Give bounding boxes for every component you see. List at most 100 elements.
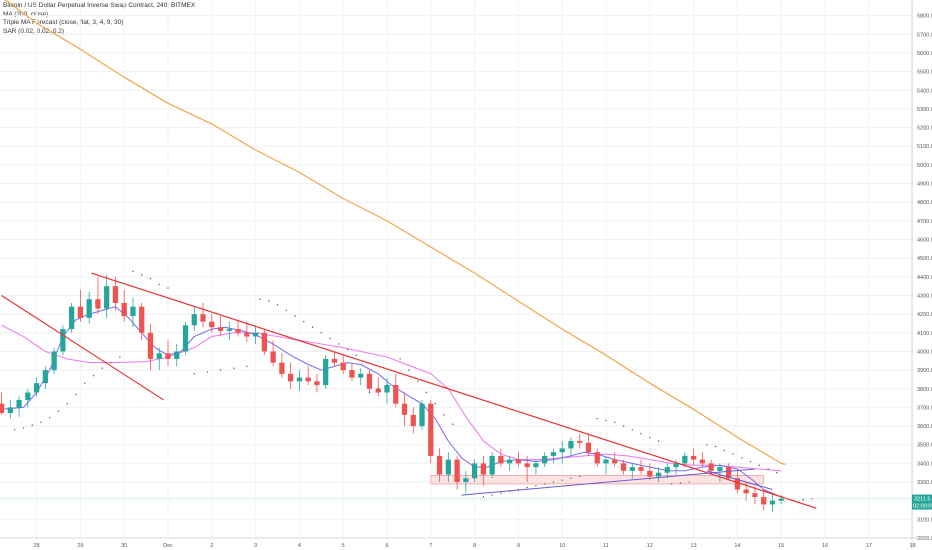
sar-dot	[259, 298, 261, 300]
sar-dot	[377, 388, 379, 390]
candle-body	[244, 332, 250, 337]
sar-dot	[688, 481, 690, 483]
candle-body	[638, 467, 644, 471]
sar-dot	[657, 440, 660, 442]
candle-body	[156, 353, 162, 359]
candle-body	[358, 373, 364, 378]
x-axis: 28 29 30 Dec 2 3 4 5 6 7 8 9 10 11 12 13 14 15 16 17 18	[0, 537, 932, 549]
candle-body	[288, 373, 294, 382]
candle-body	[33, 383, 40, 393]
candle-body	[0, 403, 5, 414]
sar-dot	[802, 499, 804, 501]
candle-body	[454, 459, 460, 483]
x-tick-label: 4	[298, 543, 301, 549]
x-tick-label: 11	[603, 543, 609, 549]
sar-dot	[749, 460, 752, 463]
candle-body	[7, 407, 13, 414]
candle-body	[734, 478, 741, 490]
sar-dot	[434, 402, 436, 405]
support-zone	[430, 475, 765, 485]
candle-body	[524, 463, 530, 468]
sar-dot	[110, 361, 112, 364]
sar-dot	[158, 283, 160, 285]
candle-body	[95, 299, 101, 309]
candle-body	[200, 314, 206, 322]
y-tick-label: 3100.0	[917, 517, 932, 523]
candle-body	[612, 459, 618, 464]
candle-body	[165, 353, 171, 359]
candle-body	[769, 500, 776, 505]
candle-body	[261, 332, 267, 352]
y-tick-label: 3000.0	[917, 536, 932, 542]
sar-dot	[679, 482, 682, 484]
sar-dot	[167, 287, 169, 289]
y-tick-label: 4200.0	[917, 312, 932, 318]
y-tick-label: 5800.0	[917, 14, 932, 20]
sar-dot	[671, 483, 673, 485]
y-tick-label: 3600.0	[917, 424, 932, 430]
candle-body	[708, 463, 714, 471]
sar-dot	[561, 479, 563, 481]
y-tick-label: 3800.0	[917, 387, 932, 393]
sar-dot	[741, 457, 743, 459]
candle-body	[533, 463, 539, 468]
candle-body	[603, 459, 609, 464]
sar-dot	[40, 421, 42, 424]
legend-ma: MA (200, close)	[3, 10, 49, 18]
y-tick-label: 5400.0	[917, 88, 932, 94]
sar-dot	[767, 468, 769, 470]
x-tick-label: Dec	[163, 543, 173, 549]
support-zone-rect	[430, 475, 765, 485]
sar-dot	[285, 309, 287, 312]
candle-body	[314, 381, 320, 386]
x-tick-label: 5	[342, 543, 345, 549]
sar-dot	[149, 277, 152, 280]
candle-body	[682, 455, 688, 464]
sar-dot	[338, 343, 340, 345]
candle-body	[480, 463, 486, 475]
y-axis: 3000.03100.03200.03300.03400.03500.03600…	[911, 0, 932, 550]
sar-dot	[311, 326, 314, 328]
sar-dot	[84, 382, 86, 384]
sar-dot	[723, 449, 725, 452]
candle-body	[498, 455, 504, 464]
candle-body	[690, 455, 697, 460]
y-tick-label: 5500.0	[917, 70, 932, 76]
y-tick-label: 3400.0	[917, 461, 932, 467]
candle-body	[349, 370, 355, 378]
ma-fast-line	[1, 306, 777, 496]
x-tick-label: 6	[385, 543, 388, 549]
ma200-line	[4, 0, 786, 465]
candle-body	[331, 358, 338, 363]
sar-dot	[649, 436, 651, 438]
candle-body	[191, 314, 197, 326]
candle-body	[69, 306, 75, 330]
price-tag-value: 3211.5	[914, 497, 930, 503]
candle-body	[507, 459, 513, 464]
candle-body	[25, 392, 31, 400]
sar-dot	[482, 496, 485, 498]
sar-dot	[399, 358, 401, 360]
candle-body	[366, 373, 373, 389]
candle-body	[489, 455, 495, 475]
sar-dot	[706, 444, 708, 446]
legend-sar: SAR (0.02, 0.02, 0.2)	[3, 27, 65, 35]
y-tick-label: 4300.0	[917, 293, 932, 299]
grid	[0, 0, 914, 539]
candle-body	[270, 351, 276, 363]
sar-dot	[640, 432, 642, 435]
x-tick-label: 12	[647, 543, 653, 549]
candle-body	[340, 362, 346, 371]
sar-dot	[425, 391, 428, 394]
candle-body	[375, 388, 381, 393]
candle-body	[130, 306, 136, 317]
y-tick-label: 3900.0	[917, 368, 932, 374]
sar-dot	[526, 486, 528, 489]
price-tag-box	[912, 494, 932, 510]
candle-body	[401, 403, 408, 415]
sar-dot	[416, 380, 419, 382]
ma-fast-path	[1, 306, 777, 496]
x-tick-label: 9	[517, 543, 520, 549]
candle-body	[16, 399, 22, 408]
